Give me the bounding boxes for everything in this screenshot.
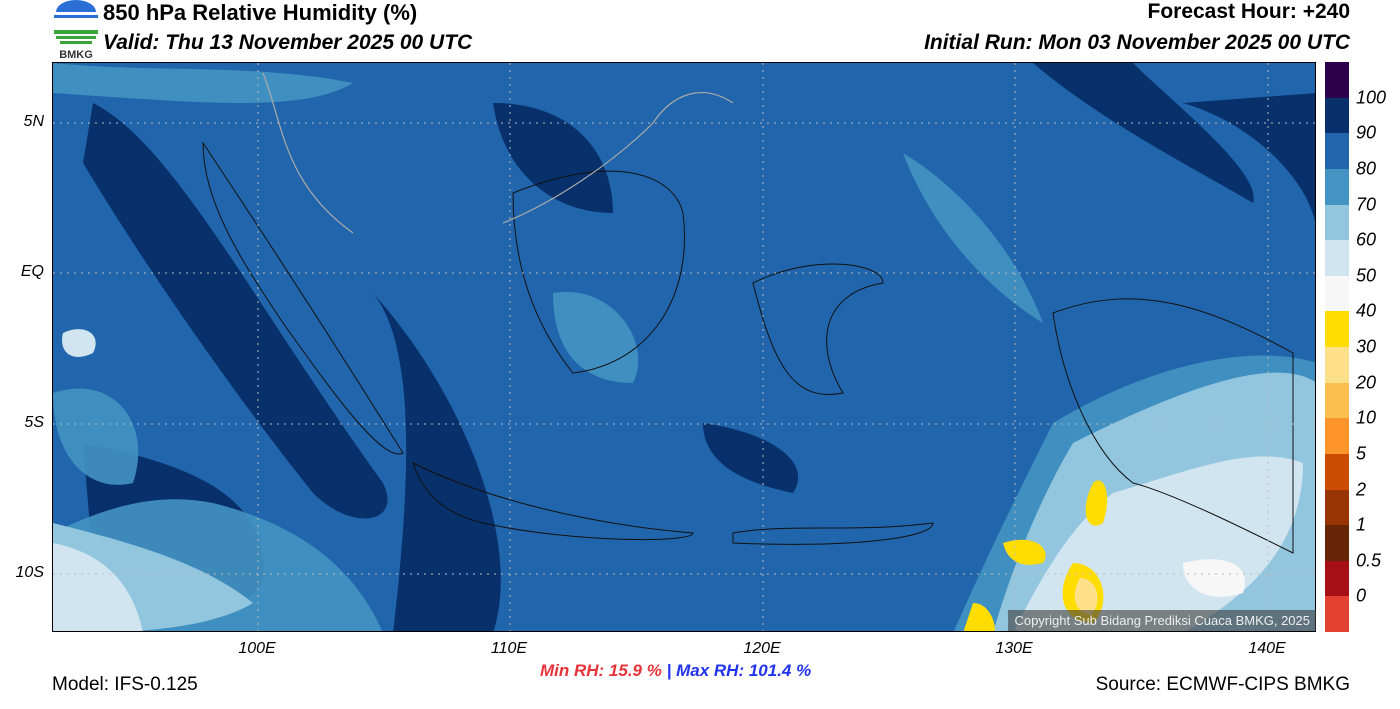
- colorbar-segment: [1325, 560, 1349, 597]
- colorbar-label: 90: [1356, 122, 1377, 143]
- y-tick: EQ: [20, 263, 44, 280]
- max-rh: Max RH: 101.4 %: [676, 661, 812, 680]
- forecast-hour: Forecast Hour: +240: [1147, 0, 1351, 23]
- min-max-rh: Min RH: 15.9 % | Max RH: 101.4 %: [540, 661, 811, 681]
- x-tick: 110E: [490, 640, 528, 657]
- colorbar-segment: [1325, 382, 1349, 419]
- copyright-notice: Copyright Sub Bidang Prediksi Cuaca BMKG…: [1008, 610, 1316, 631]
- model-label: Model: IFS-0.125: [52, 674, 198, 695]
- colorbar-label: 50: [1356, 265, 1377, 286]
- colorbar-label: 60: [1356, 229, 1377, 250]
- colorbar-label: 1: [1356, 514, 1367, 535]
- colorbar-segment: [1325, 525, 1349, 561]
- colorbar-segment: [1325, 168, 1349, 205]
- colorbar-segment: [1325, 275, 1349, 312]
- separator: |: [666, 661, 672, 680]
- colorbar-label: 40: [1356, 300, 1377, 321]
- colorbar-label: 2: [1356, 479, 1367, 499]
- colorbar-segment: [1325, 453, 1349, 490]
- map-title: 850 hPa Relative Humidity (%): [103, 0, 418, 25]
- min-rh: Min RH: 15.9 %: [540, 661, 662, 680]
- humidity-map: [52, 62, 1316, 632]
- colorbar-label: 0.5: [1356, 550, 1382, 571]
- y-tick: 5S: [24, 414, 44, 431]
- x-tick: 130E: [995, 640, 1033, 657]
- colorbar-segment: [1325, 311, 1349, 347]
- colorbar-label: 5: [1356, 443, 1367, 464]
- initial-run: Initial Run: Mon 03 November 2025 00 UTC: [924, 31, 1350, 54]
- svg-text:BMKG: BMKG: [59, 49, 93, 60]
- valid-time: Valid: Thu 13 November 2025 00 UTC: [103, 31, 473, 54]
- colorbar-segment: [1325, 418, 1349, 454]
- colorbar-label: 20: [1356, 372, 1377, 393]
- colorbar-segment: [1325, 489, 1349, 526]
- colorbar-segment: [1325, 204, 1349, 241]
- colorbar: [1325, 62, 1349, 632]
- colorbar-segment: [1325, 596, 1349, 632]
- colorbar-segment: [1325, 133, 1349, 169]
- source-label: Source: ECMWF-CIPS BMKG: [1095, 674, 1350, 695]
- colorbar-label: 70: [1356, 194, 1377, 214]
- bmkg-logo: BMKG: [50, 0, 102, 61]
- colorbar-segment: [1325, 97, 1349, 134]
- x-tick: 100E: [238, 640, 276, 657]
- colorbar-label: 80: [1356, 158, 1377, 179]
- colorbar-label: 100: [1356, 87, 1387, 108]
- x-tick: 140E: [1248, 640, 1286, 657]
- colorbar-label: 30: [1356, 336, 1377, 357]
- colorbar-label: 0: [1356, 585, 1367, 606]
- y-tick: 10S: [15, 564, 44, 581]
- y-tick: 5N: [23, 113, 44, 130]
- colorbar-segment: [1325, 62, 1349, 98]
- colorbar-segment: [1325, 240, 1349, 276]
- colorbar-segment: [1325, 347, 1349, 383]
- colorbar-label: 10: [1356, 407, 1377, 428]
- x-tick: 120E: [743, 640, 781, 657]
